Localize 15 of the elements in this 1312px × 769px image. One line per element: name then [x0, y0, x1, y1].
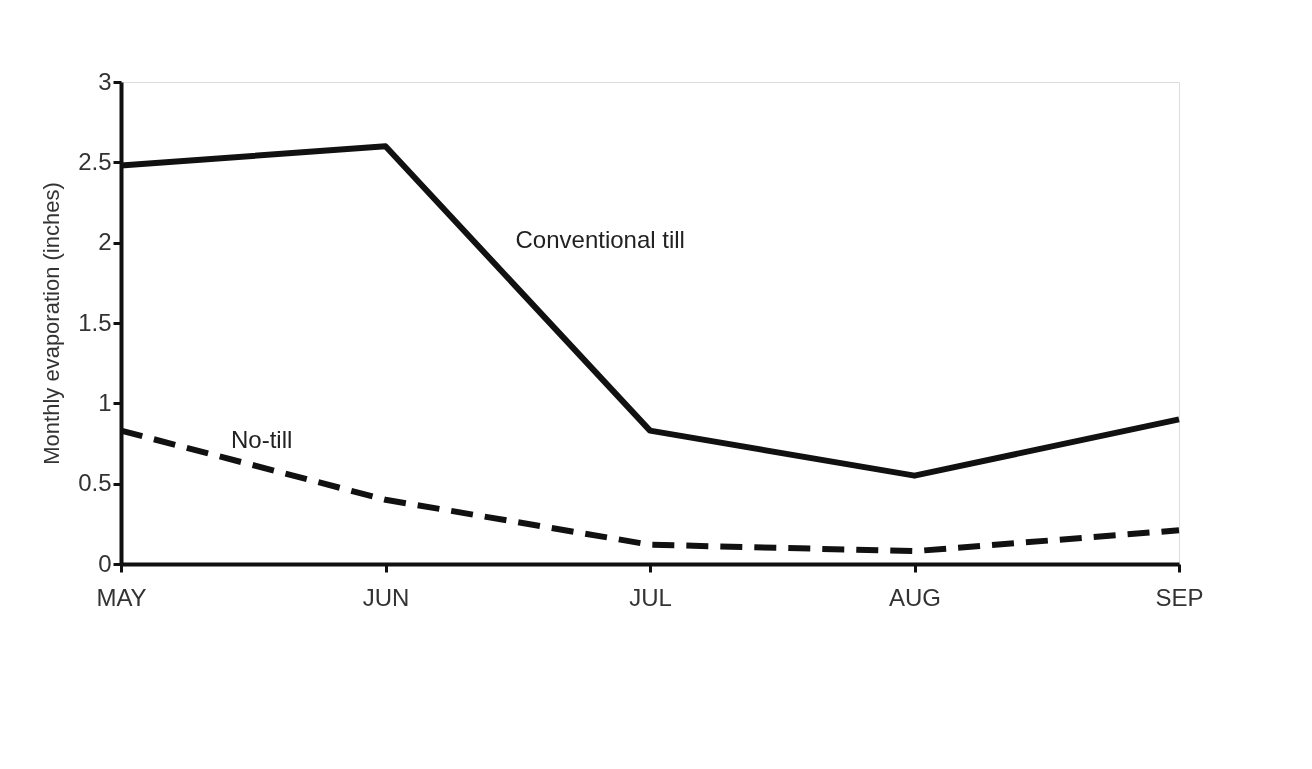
y-tick-label: 0: [98, 549, 112, 577]
x-tick-label: MAY: [96, 583, 147, 611]
y-tick-label: 3: [98, 67, 112, 95]
series-label: No-till: [231, 425, 293, 453]
x-tick-label: JUN: [362, 583, 410, 611]
y-axis-title: Monthly evaporation (inches): [39, 182, 65, 465]
y-tick-label: 1: [98, 388, 112, 416]
x-tick-label: SEP: [1155, 583, 1204, 611]
x-tick-label: JUL: [629, 583, 672, 611]
y-tick-label: 1.5: [78, 308, 112, 336]
series-label: Conventional till: [515, 226, 685, 254]
x-tick-label: AUG: [888, 583, 942, 611]
y-tick-label: 2.5: [78, 147, 112, 175]
y-tick-label: 2: [98, 228, 112, 256]
y-tick-label: 0.5: [78, 469, 112, 497]
